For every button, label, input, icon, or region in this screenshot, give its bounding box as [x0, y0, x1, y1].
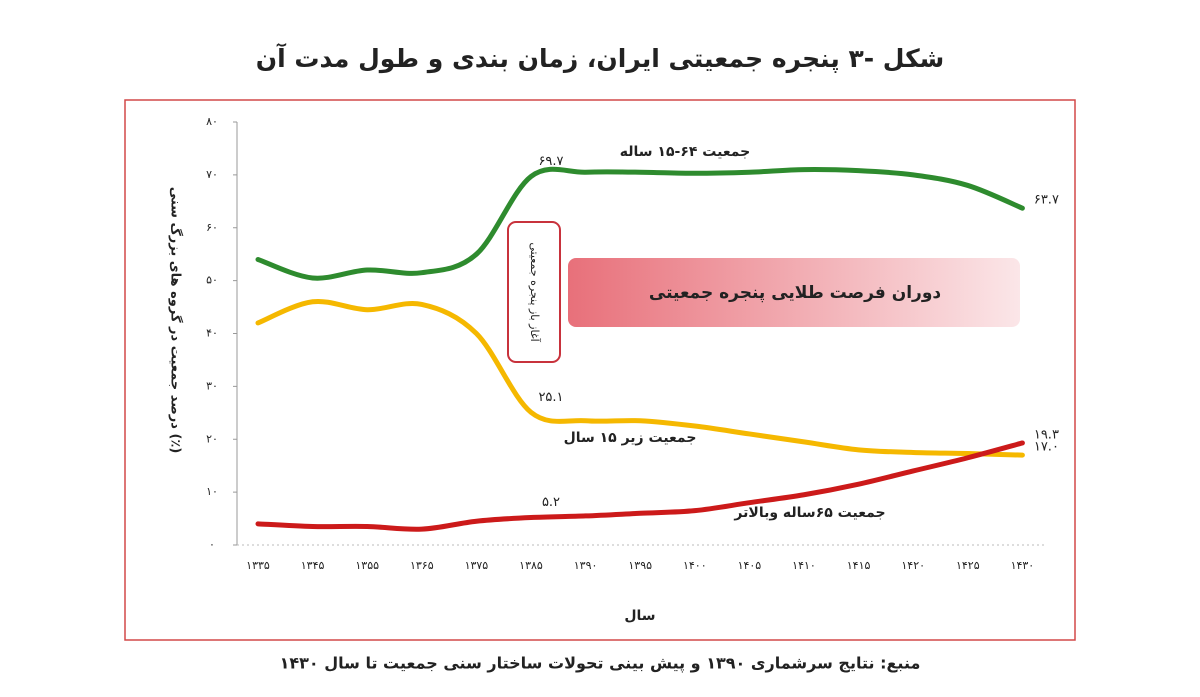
y-tick-label: ۱۰: [206, 485, 218, 498]
y-axis-label: درصد جمعیت در گروه های بزرگ سنی (٪): [168, 187, 185, 454]
series-name: جمعیت زیر ۱۵ سال: [564, 430, 697, 446]
series-name: جمعیت ۶۴-۱۵ ساله: [620, 144, 750, 160]
series-line: [255, 440, 1025, 532]
window-box: [568, 258, 1020, 327]
x-axis-label: سال: [624, 608, 655, 624]
annotation: آغاز باز پنجره جمعیتی: [528, 242, 542, 342]
x-tick-label: ۱۴۳۰: [1011, 559, 1035, 572]
x-tick-label: ۱۴۲۵: [956, 559, 980, 572]
x-tick-label: ۱۴۰۵: [738, 559, 762, 572]
value-label: ۶۹.۷: [538, 154, 563, 169]
x-tick-label: ۱۳۳۵: [246, 559, 270, 572]
x-tick-label: ۱۳۸۵: [519, 559, 543, 572]
start-box: [507, 221, 561, 363]
value-label: ۵.۲: [542, 495, 560, 510]
y-tick-label: ۶۰: [206, 221, 218, 234]
x-tick-label: ۱۳۴۵: [301, 559, 325, 572]
y-tick-label: ۵۰: [206, 274, 218, 287]
x-tick-label: ۱۴۲۰: [901, 559, 925, 572]
x-tick-label: ۱۴۱۰: [792, 559, 816, 572]
frame: [124, 99, 1076, 641]
x-tick-label: ۱۳۹۵: [628, 559, 652, 572]
y-tick-label: ۷۰: [206, 168, 218, 181]
annotation: دوران فرصت طلایی پنجره جمعیتی: [649, 283, 942, 303]
value-label: ۱۹.۳: [1034, 427, 1059, 442]
x-tick-label: ۱۴۱۵: [847, 559, 871, 572]
x-tick-label: ۱۳۹۰: [574, 559, 598, 572]
y-tick-label: ۰: [209, 538, 215, 551]
y-tick-label: ۴۰: [206, 327, 218, 340]
x-tick-label: ۱۳۵۵: [355, 559, 379, 572]
source: منبع: نتایج سرشماری ۱۳۹۰ و پیش بینی تحول…: [280, 654, 921, 674]
y-tick-label: ۲۰: [206, 432, 218, 445]
y-tick-label: ۸۰: [206, 115, 218, 128]
series-line: [255, 298, 1025, 458]
value-label: ۲۵.۱: [538, 390, 563, 405]
x-tick-label: ۱۳۶۵: [410, 559, 434, 572]
value-label: ۶۳.۷: [1034, 193, 1059, 208]
chart-title: شکل -۳ پنجره جمعیتی ایران، زمان بندی و ط…: [256, 43, 945, 74]
series-line: [255, 166, 1025, 281]
y-tick-label: ۳۰: [206, 379, 218, 392]
value-label: ۱۷.۰: [1034, 440, 1059, 455]
x-tick-label: ۱۴۰۰: [683, 559, 707, 572]
x-tick-label: ۱۳۷۵: [465, 559, 489, 572]
series-name: جمعیت ۶۵ساله وبالاتر: [733, 505, 885, 521]
